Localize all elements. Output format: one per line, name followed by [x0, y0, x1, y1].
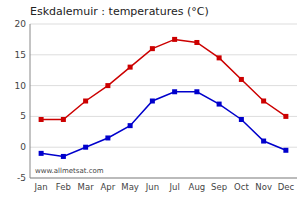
marker: [150, 46, 155, 51]
y-tick-label: 10: [15, 81, 27, 91]
y-tick-label: 5: [20, 111, 26, 121]
marker: [150, 99, 155, 104]
grid-line: [30, 85, 297, 86]
y-tick-label: -5: [17, 173, 26, 183]
marker: [39, 151, 44, 156]
marker: [128, 123, 133, 128]
marker: [83, 99, 88, 104]
grid-line: [30, 147, 297, 148]
marker: [61, 117, 66, 122]
marker: [217, 102, 222, 107]
x-axis-line: [30, 178, 297, 179]
x-tick-label: Oct: [234, 182, 249, 192]
grid-line: [30, 54, 297, 55]
x-tick-label: Aug: [189, 182, 206, 192]
grid-line: [30, 116, 297, 117]
plot-area: [39, 37, 289, 159]
line: [41, 39, 286, 119]
marker: [172, 89, 177, 94]
grid-line: [30, 178, 297, 179]
x-tick-label: Jul: [168, 182, 179, 192]
y-axis-line: [30, 24, 31, 178]
marker: [217, 55, 222, 60]
line: [41, 92, 286, 157]
x-tick-label: Jun: [145, 182, 159, 192]
x-tick-label: May: [121, 182, 139, 192]
x-tick-label: Sep: [211, 182, 227, 192]
marker: [61, 154, 66, 159]
x-tick-label: Dec: [278, 182, 295, 192]
marker: [283, 114, 288, 119]
marker: [239, 77, 244, 82]
y-tick-label: 15: [15, 50, 26, 60]
watermark: www.allmetsat.com: [35, 167, 104, 175]
y-tick-label: 0: [20, 142, 26, 152]
marker: [194, 40, 199, 45]
x-tick-label: Jan: [34, 182, 48, 192]
x-tick-label: Nov: [255, 182, 272, 192]
marker: [194, 89, 199, 94]
marker: [261, 99, 266, 104]
marker: [39, 117, 44, 122]
marker: [261, 139, 266, 144]
x-tick-label: Mar: [78, 182, 95, 192]
y-tick-label: 20: [15, 19, 27, 29]
marker: [83, 145, 88, 150]
x-tick-label: Apr: [101, 182, 116, 192]
marker: [128, 65, 133, 70]
title: Eskdalemuir : temperatures (°C): [30, 5, 209, 18]
grid-line: [30, 24, 297, 25]
marker: [105, 135, 110, 140]
x-tick-label: Feb: [56, 182, 71, 192]
marker: [283, 148, 288, 153]
marker: [172, 37, 177, 42]
chart: Eskdalemuir : temperatures (°C) -5 0 5 10 15 2…: [0, 0, 305, 200]
marker: [239, 117, 244, 122]
chart-container: Eskdalemuir : temperatures (°C) -5 0 5 10 15 2…: [0, 0, 305, 200]
marker: [105, 83, 110, 88]
